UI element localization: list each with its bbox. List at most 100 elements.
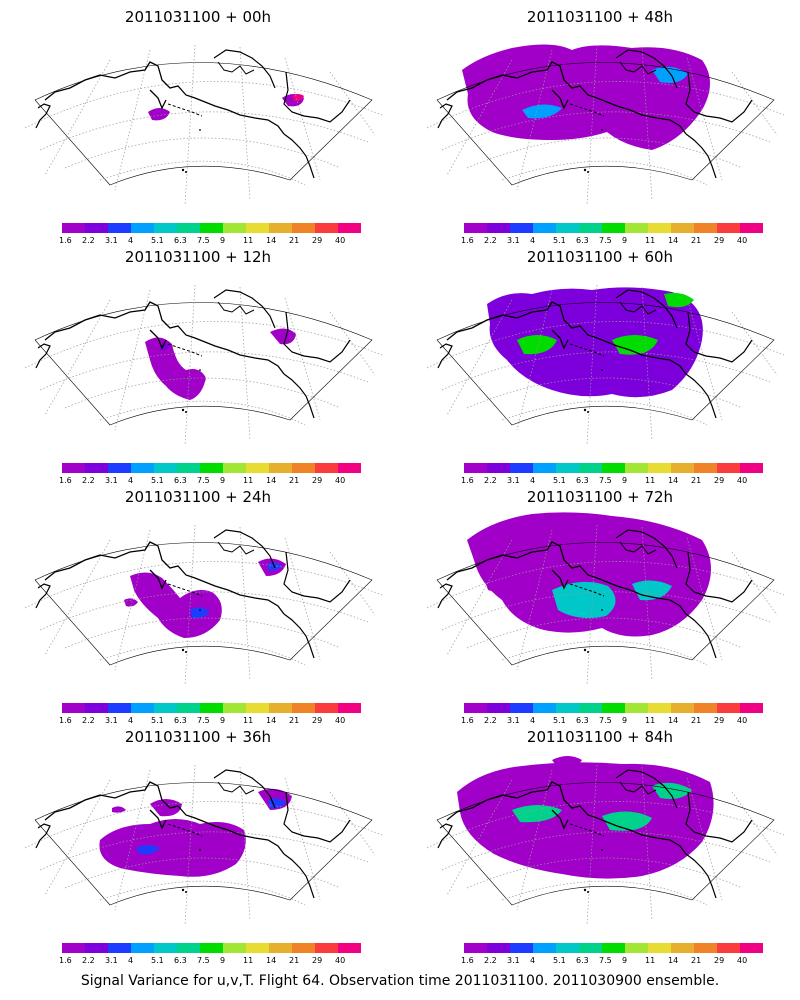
variance-max-84h-0 bbox=[512, 805, 562, 823]
panel-36h: 2011031100 + 36h bbox=[24, 728, 383, 926]
colorbar-swatch bbox=[625, 223, 648, 233]
colorbar-tick-label: 4 bbox=[530, 236, 535, 245]
colorbar-tick-label: 6.3 bbox=[576, 956, 589, 965]
colorbar-tick-label: 7.5 bbox=[197, 956, 210, 965]
colorbar-12h: 1.6 2.2 3.1 4 5.1 6.3 7.5 9 11 14 21 29 40 bbox=[59, 463, 361, 485]
panel-12h: 2011031100 + 12h bbox=[24, 248, 383, 446]
colorbar-swatch bbox=[717, 223, 740, 233]
colorbar-tick-label: 21 bbox=[691, 956, 701, 965]
colorbar-swatch bbox=[85, 223, 108, 233]
colorbar-swatch bbox=[246, 703, 269, 713]
colorbar-swatch bbox=[131, 943, 154, 953]
colorbar-tick-label: 11 bbox=[645, 236, 655, 245]
colorbar-swatch bbox=[487, 943, 510, 953]
colorbar-swatch bbox=[315, 223, 338, 233]
colorbar-swatch bbox=[648, 703, 671, 713]
colorbar-tick-label: 6.3 bbox=[576, 236, 589, 245]
panel-72h: 2011031100 + 72h bbox=[426, 488, 785, 686]
colorbar-swatch bbox=[579, 463, 602, 473]
colorbar-swatch bbox=[694, 943, 717, 953]
colorbar-swatch bbox=[717, 463, 740, 473]
colorbar-tick-label: 2.2 bbox=[82, 956, 95, 965]
colorbar-tick-label: 21 bbox=[289, 476, 299, 485]
colorbar-swatch bbox=[671, 943, 694, 953]
colorbar-swatch bbox=[62, 703, 85, 713]
colorbar-tick-label: 2.2 bbox=[82, 236, 95, 245]
colorbar-tick-label: 29 bbox=[312, 716, 322, 725]
colorbar-swatch bbox=[177, 463, 200, 473]
colorbar-tick-label: 3.1 bbox=[105, 716, 118, 725]
variance-field-72h-1 bbox=[486, 582, 506, 592]
colorbar-tick-label: 9 bbox=[220, 716, 225, 725]
colorbar-swatch bbox=[625, 943, 648, 953]
colorbar-swatch bbox=[200, 943, 223, 953]
variance-field-24h-2 bbox=[124, 598, 138, 607]
colorbar-swatch bbox=[533, 943, 556, 953]
colorbar-swatch bbox=[246, 943, 269, 953]
colorbar-tick-label: 14 bbox=[668, 476, 678, 485]
colorbar-swatch bbox=[154, 703, 177, 713]
colorbar-swatch bbox=[269, 943, 292, 953]
variance-field-60h-0 bbox=[487, 287, 703, 398]
colorbar-swatch bbox=[131, 223, 154, 233]
panel-0h: 2011031100 + 00h bbox=[24, 8, 383, 206]
variance-max-0h-0 bbox=[292, 94, 304, 102]
colorbar-tick-label: 7.5 bbox=[599, 716, 612, 725]
colorbar-swatch bbox=[740, 463, 763, 473]
panel-title-36h: 2011031100 + 36h bbox=[125, 728, 271, 746]
colorbar-tick-label: 29 bbox=[714, 236, 724, 245]
variance-max-60h-0 bbox=[517, 335, 557, 355]
colorbar-tick-label: 14 bbox=[668, 236, 678, 245]
colorbar-swatch bbox=[510, 703, 533, 713]
colorbar-tick-label: 11 bbox=[645, 716, 655, 725]
colorbar-swatch bbox=[108, 463, 131, 473]
colorbar-tick-label: 5.1 bbox=[553, 716, 566, 725]
colorbar-tick-label: 2.2 bbox=[82, 716, 95, 725]
colorbar-tick-label: 5.1 bbox=[553, 236, 566, 245]
colorbar-swatch bbox=[556, 943, 579, 953]
variance-max-60h-1 bbox=[612, 335, 658, 355]
variance-field-24h-0 bbox=[130, 572, 222, 638]
variance-max-72h-0 bbox=[552, 581, 616, 618]
colorbar-swatch bbox=[338, 943, 361, 953]
colorbar-60h: 1.6 2.2 3.1 4 5.1 6.3 7.5 9 11 14 21 29 40 bbox=[461, 463, 763, 485]
colorbar-swatch bbox=[579, 943, 602, 953]
variance-max-48h-0 bbox=[522, 104, 562, 119]
colorbar-tick-label: 1.6 bbox=[59, 236, 72, 245]
colorbar-tick-label: 9 bbox=[220, 476, 225, 485]
colorbar-swatch bbox=[177, 223, 200, 233]
colorbar-swatch bbox=[108, 703, 131, 713]
colorbar-tick-label: 2.2 bbox=[484, 236, 497, 245]
colorbar-tick-label: 2.2 bbox=[82, 476, 95, 485]
colorbar-tick-label: 4 bbox=[128, 476, 133, 485]
colorbar-tick-label: 9 bbox=[622, 716, 627, 725]
colorbar-tick-label: 3.1 bbox=[105, 956, 118, 965]
panel-24h: 2011031100 + 24h bbox=[24, 488, 383, 686]
colorbar-swatch bbox=[85, 463, 108, 473]
colorbar-tick-label: 40 bbox=[335, 716, 345, 725]
colorbar-swatch bbox=[671, 703, 694, 713]
colorbar-swatch bbox=[533, 463, 556, 473]
variance-field-12h-0 bbox=[145, 337, 206, 400]
panel-title-24h: 2011031100 + 24h bbox=[125, 488, 271, 506]
colorbar-tick-label: 29 bbox=[714, 716, 724, 725]
colorbar-swatch bbox=[602, 703, 625, 713]
colorbar-swatch bbox=[625, 703, 648, 713]
colorbar-tick-label: 3.1 bbox=[507, 716, 520, 725]
colorbar-swatch bbox=[223, 943, 246, 953]
colorbar-tick-label: 2.2 bbox=[484, 476, 497, 485]
colorbar-tick-label: 1.6 bbox=[461, 236, 474, 245]
variance-field-36h-1 bbox=[150, 799, 182, 817]
colorbar-swatch bbox=[338, 463, 361, 473]
colorbar-tick-label: 2.2 bbox=[484, 716, 497, 725]
colorbar-swatch bbox=[177, 943, 200, 953]
colorbar-swatch bbox=[533, 703, 556, 713]
colorbar-swatch bbox=[223, 223, 246, 233]
colorbar-tick-label: 14 bbox=[266, 716, 276, 725]
colorbar-tick-label: 11 bbox=[243, 476, 253, 485]
colorbar-tick-label: 11 bbox=[645, 476, 655, 485]
colorbar-swatch bbox=[510, 943, 533, 953]
colorbar-swatch bbox=[464, 463, 487, 473]
colorbar-tick-label: 40 bbox=[737, 716, 747, 725]
